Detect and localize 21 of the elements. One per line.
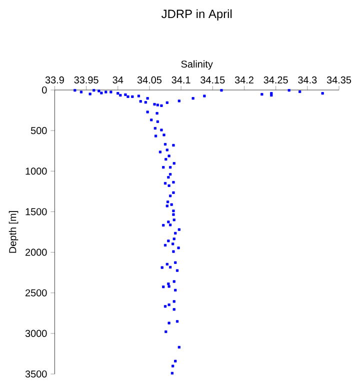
x-tick-label: 33.9 [45, 76, 64, 84]
x-axis-title: Salinity [181, 60, 213, 70]
y-tick-label: 1000 [26, 168, 47, 175]
y-axis-title: Depth [m] [8, 211, 18, 253]
y-tick-label: 1500 [26, 208, 47, 216]
x-tick-label: 34.1 [172, 76, 190, 84]
y-tick-label: 0 [42, 86, 47, 94]
chart-title: JDRP in April [161, 9, 232, 21]
x-tick-label: 34.25 [264, 76, 288, 84]
x-tick-label: 34.2 [234, 76, 254, 84]
y-tick-label: 3000 [25, 330, 47, 337]
x-tick-label: 34.05 [137, 76, 162, 84]
x-tick-label: 34.3 [298, 76, 317, 84]
y-tick-label: 2000 [26, 248, 47, 256]
y-tick-label: 3500 [25, 370, 47, 378]
x-tick-label: 34.35 [326, 76, 352, 84]
y-tick-label: 500 [30, 127, 47, 134]
y-tick-label: 2500 [26, 289, 47, 296]
x-tick-label: 34.15 [200, 76, 225, 84]
x-tick-label: 33.95 [74, 76, 98, 84]
x-tick-label: 34 [112, 76, 124, 84]
